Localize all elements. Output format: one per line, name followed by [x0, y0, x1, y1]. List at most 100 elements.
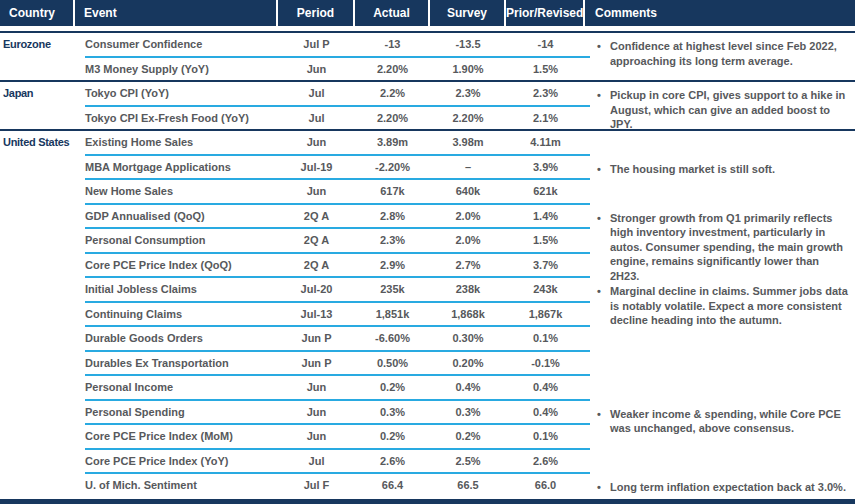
column-header-comments: Comments	[585, 0, 855, 26]
period-cell: Jul-19	[278, 156, 355, 179]
prior-revised-cell: -14	[506, 33, 585, 56]
actual-cell: 2.6%	[355, 450, 430, 473]
country-cell	[0, 474, 75, 497]
country-cell	[0, 278, 75, 301]
survey-cell: -13.5	[430, 33, 506, 56]
prior-revised-cell: 1.4%	[506, 205, 585, 228]
economic-calendar-table: Country Event Period Actual Survey Prior…	[0, 0, 855, 504]
bullet-icon: •	[597, 39, 610, 68]
table-bottom-border	[0, 499, 855, 504]
period-cell: Jul	[278, 107, 355, 130]
comment-text: Long term inflation expectation back at …	[610, 480, 849, 495]
survey-cell: 238k	[430, 278, 506, 301]
actual-cell: 3.89m	[355, 131, 430, 154]
event-cell: Core PCE Price Index (MoM)	[75, 425, 278, 448]
period-cell: 2Q A	[278, 254, 355, 277]
column-header-period: Period	[278, 0, 355, 26]
comment-text: Marginal decline in claims. Summer jobs …	[610, 284, 849, 328]
survey-cell: 0.4%	[430, 376, 506, 399]
prior-revised-cell: 1.5%	[506, 58, 585, 81]
prior-revised-cell: 0.1%	[506, 327, 585, 350]
actual-cell: 617k	[355, 180, 430, 203]
survey-cell: 2.7%	[430, 254, 506, 277]
survey-cell: 1.90%	[430, 58, 506, 81]
survey-cell: 2.0%	[430, 229, 506, 252]
prior-revised-cell: 2.1%	[506, 107, 585, 130]
country-label: Japan	[3, 82, 33, 105]
country-cell	[0, 303, 75, 326]
period-cell: Jun	[278, 131, 355, 154]
survey-cell: 3.98m	[430, 131, 506, 154]
prior-revised-cell: 3.7%	[506, 254, 585, 277]
period-cell: Jul F	[278, 474, 355, 497]
prior-revised-cell: 0.4%	[506, 401, 585, 424]
prior-revised-cell: 621k	[506, 180, 585, 203]
event-cell: M3 Money Supply (YoY)	[75, 58, 278, 81]
event-cell: Personal Spending	[75, 401, 278, 424]
country-label: Eurozone	[3, 33, 51, 56]
survey-cell: 640k	[430, 180, 506, 203]
table-header-row: Country Event Period Actual Survey Prior…	[0, 0, 855, 26]
bullet-icon: •	[597, 407, 610, 436]
country-cell	[0, 205, 75, 228]
comment-text: Weaker income & spending, while Core PCE…	[610, 407, 849, 436]
country-cell	[0, 229, 75, 252]
period-cell: 2Q A	[278, 229, 355, 252]
event-cell: Core PCE Price Index (QoQ)	[75, 254, 278, 277]
country-cell	[0, 376, 75, 399]
event-cell: Existing Home Sales	[75, 131, 278, 154]
survey-cell: 1,868k	[430, 303, 506, 326]
actual-cell: 2.8%	[355, 205, 430, 228]
event-cell: GDP Annualised (QoQ)	[75, 205, 278, 228]
column-header-survey: Survey	[430, 0, 506, 26]
event-cell: U. of Mich. Sentiment	[75, 474, 278, 497]
comment-item: •Confidence at highest level since Feb 2…	[585, 39, 849, 68]
actual-cell: 2.9%	[355, 254, 430, 277]
actual-cell: 2.2%	[355, 82, 430, 105]
survey-cell: 2.5%	[430, 450, 506, 473]
comment-text: Pickup in core CPI, gives support to a h…	[610, 88, 849, 132]
country-cell	[0, 450, 75, 473]
period-cell: Jul P	[278, 33, 355, 56]
period-cell: Jun	[278, 401, 355, 424]
prior-revised-cell: 1.5%	[506, 229, 585, 252]
prior-revised-cell: -0.1%	[506, 352, 585, 375]
actual-cell: 0.3%	[355, 401, 430, 424]
event-cell: New Home Sales	[75, 180, 278, 203]
bullet-icon: •	[597, 480, 610, 495]
column-header-country: Country	[0, 0, 75, 26]
country-cell	[0, 327, 75, 350]
survey-cell: –	[430, 156, 506, 179]
prior-revised-cell: 243k	[506, 278, 585, 301]
actual-cell: -13	[355, 33, 430, 56]
bullet-icon: •	[597, 211, 610, 284]
survey-cell: 0.3%	[430, 401, 506, 424]
period-cell: Jun	[278, 58, 355, 81]
event-cell: Tokyo CPI (YoY)	[75, 82, 278, 105]
prior-revised-cell: 4.11m	[506, 131, 585, 154]
period-cell: Jul	[278, 450, 355, 473]
prior-revised-cell: 3.9%	[506, 156, 585, 179]
actual-cell: 0.2%	[355, 376, 430, 399]
country-cell	[0, 156, 75, 179]
comment-text: The housing market is still soft.	[610, 162, 849, 177]
country-cell: Japan	[0, 82, 75, 105]
actual-cell: -6.60%	[355, 327, 430, 350]
event-cell: Personal Income	[75, 376, 278, 399]
survey-cell: 2.3%	[430, 82, 506, 105]
country-cell	[0, 254, 75, 277]
column-header-event: Event	[75, 0, 278, 26]
bullet-icon: •	[597, 162, 610, 177]
country-cell	[0, 425, 75, 448]
event-cell: Durables Ex Transportation	[75, 352, 278, 375]
comment-item: •The housing market is still soft.	[585, 162, 849, 177]
comment-item: •Marginal decline in claims. Summer jobs…	[585, 284, 849, 328]
period-cell: Jul-13	[278, 303, 355, 326]
period-cell: Jun	[278, 425, 355, 448]
comment-item: •Weaker income & spending, while Core PC…	[585, 407, 849, 436]
event-cell: Personal Consumption	[75, 229, 278, 252]
prior-revised-cell: 2.3%	[506, 82, 585, 105]
actual-cell: 66.4	[355, 474, 430, 497]
period-cell: Jul	[278, 82, 355, 105]
country-cell	[0, 58, 75, 81]
